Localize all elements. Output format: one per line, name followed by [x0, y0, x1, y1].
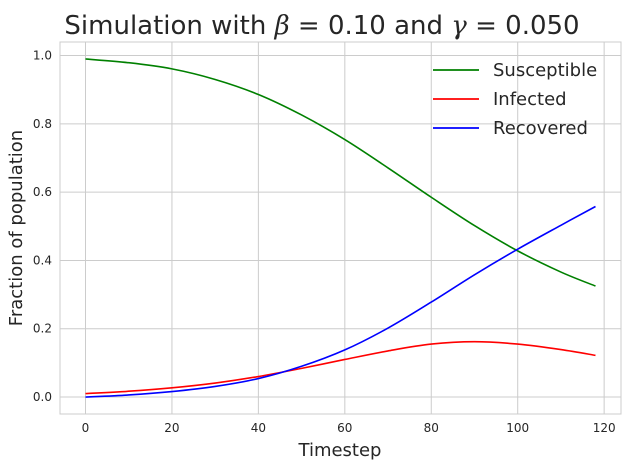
y-axis-label: Fraction of population — [6, 130, 27, 326]
x-tick-label: 80 — [424, 421, 439, 435]
x-tick-label: 20 — [164, 421, 179, 435]
y-tick-label: 0.6 — [33, 185, 52, 199]
title-beta-value: = 0.10 — [290, 11, 386, 41]
legend-label-susceptible: Susceptible — [493, 60, 597, 81]
grid-layer — [60, 42, 621, 414]
y-tick-label: 0.2 — [33, 322, 52, 336]
legend: Susceptible Infected Recovered — [433, 60, 597, 139]
x-tick-label: 100 — [506, 421, 529, 435]
tick-layer: 0 20 40 60 80 100 120 0.0 0.2 0.4 0.6 0.8 1.0 — [33, 49, 616, 435]
series-line-infected — [85, 340, 596, 395]
x-tick-label: 40 — [251, 421, 266, 435]
series-line-susceptible — [85, 58, 596, 287]
title-gamma-symbol: γ — [451, 11, 467, 41]
title-middle: and — [386, 11, 451, 41]
series-layer — [85, 58, 596, 398]
x-tick-label: 60 — [337, 421, 352, 435]
x-tick-label: 120 — [593, 421, 616, 435]
y-tick-label: 0.4 — [33, 253, 52, 267]
y-tick-label: 0.0 — [33, 390, 52, 404]
y-tick-label: 0.8 — [33, 117, 52, 131]
series-line-recovered — [85, 205, 596, 398]
x-axis-label: Timestep — [298, 440, 382, 461]
chart-title: Simulation with β = 0.10 and γ = 0.050 — [64, 11, 579, 41]
title-beta-symbol: β — [274, 11, 290, 41]
y-tick-label: 1.0 — [33, 49, 52, 63]
title-gamma-value: = 0.050 — [467, 11, 580, 41]
x-tick-label: 0 — [82, 421, 90, 435]
legend-label-infected: Infected — [493, 89, 567, 110]
legend-label-recovered: Recovered — [493, 118, 588, 139]
title-prefix: Simulation with — [64, 11, 274, 41]
